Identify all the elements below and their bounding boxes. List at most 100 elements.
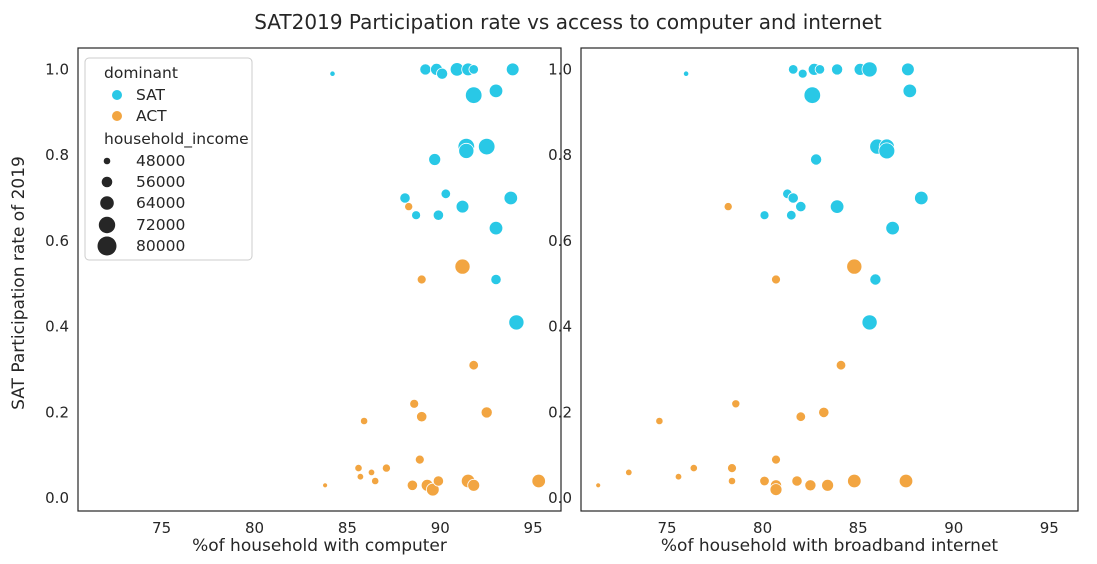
data-point-sat <box>411 210 422 221</box>
data-point-sat <box>787 192 799 204</box>
x-tick-label: 85 <box>338 519 357 537</box>
data-point-act <box>655 416 664 426</box>
x-tick-label: 75 <box>152 519 171 537</box>
data-point-act <box>847 473 862 489</box>
data-point-act <box>414 454 425 465</box>
data-point-sat <box>885 220 900 236</box>
y-tick-label: 0.0 <box>548 489 572 507</box>
x-axis-label: %of household with broadband internet <box>661 536 999 556</box>
y-tick-label: 0.0 <box>45 489 69 507</box>
x-tick-label: 85 <box>849 519 868 537</box>
data-point-sat <box>478 137 496 156</box>
data-point-sat <box>901 62 915 77</box>
data-point-sat <box>432 209 444 221</box>
data-point-sat <box>788 64 799 75</box>
data-point-act <box>354 463 363 473</box>
data-point-act <box>727 463 737 474</box>
y-tick-label: 0.8 <box>548 146 572 164</box>
x-tick-label: 75 <box>657 519 676 537</box>
left-scatter-panel: 75 80 85 90 95 0.0 0.2 0.4 0.6 0.8 1.0 %of househol… <box>45 47 562 556</box>
y-tick-label: 1.0 <box>45 60 69 78</box>
data-point-act <box>404 202 414 212</box>
legend-size-label-2: 56000 <box>136 173 185 191</box>
data-point-sat <box>795 201 807 213</box>
y-tick-label: 0.2 <box>548 403 572 421</box>
data-point-sat <box>861 61 878 78</box>
data-point-act <box>432 475 444 487</box>
x-tick-label: 90 <box>431 519 450 537</box>
legend-size-label-3: 64000 <box>136 194 185 212</box>
data-point-sat <box>508 314 525 331</box>
y-axis-label: SAT Participation rate of 2019 <box>9 156 29 410</box>
legend: dominant SAT ACT household_income 48000 … <box>84 57 253 261</box>
data-point-sat <box>490 273 502 286</box>
legend-sat-marker <box>112 90 122 100</box>
data-point-sat <box>797 68 808 79</box>
x-tick-label: 95 <box>524 519 543 537</box>
data-point-sat <box>488 83 504 99</box>
data-point-act <box>425 482 440 497</box>
data-point-act <box>367 468 376 477</box>
legend-act-label: ACT <box>136 107 167 125</box>
data-point-sat <box>428 153 442 166</box>
data-point-sat <box>810 153 823 166</box>
data-point-sat <box>440 188 452 200</box>
right-scatter-panel: 75 80 85 90 95 0.0 0.2 0.4 0.6 0.8 1.0 %of househol… <box>548 47 1079 556</box>
data-point-act <box>769 483 783 497</box>
x-tick-label: 80 <box>753 519 772 537</box>
data-point-act <box>416 274 427 285</box>
data-point-act <box>804 479 817 492</box>
data-point-act <box>689 463 698 473</box>
data-point-act <box>322 482 329 489</box>
data-point-act <box>771 454 781 465</box>
data-point-sat <box>505 62 520 77</box>
data-point-act <box>771 274 781 285</box>
data-point-act <box>406 479 418 491</box>
data-point-act <box>480 406 493 419</box>
data-point-act <box>795 411 807 422</box>
data-point-sat <box>419 63 432 76</box>
data-point-sat <box>902 83 918 99</box>
data-point-act <box>731 399 741 409</box>
data-point-sat <box>458 142 475 159</box>
data-point-act <box>846 258 863 275</box>
data-point-act <box>898 473 914 489</box>
data-point-act <box>835 360 847 371</box>
plot-frame <box>580 47 1079 512</box>
data-point-sat <box>861 314 878 331</box>
data-point-sat <box>682 70 690 77</box>
data-point-act <box>595 482 602 489</box>
y-tick-label: 0.2 <box>45 403 69 421</box>
data-point-sat <box>455 199 470 214</box>
figure-title: SAT2019 Participation rate vs access to … <box>254 10 882 34</box>
data-point-act <box>791 475 803 487</box>
data-point-sat <box>399 192 411 204</box>
points-group <box>322 62 546 497</box>
y-tick-label: 0.8 <box>45 146 69 164</box>
legend-size-label-5: 80000 <box>136 237 185 255</box>
x-tick-label: 80 <box>245 519 264 537</box>
data-point-sat <box>759 210 770 221</box>
points-group <box>595 61 929 497</box>
data-point-act <box>454 258 471 275</box>
data-point-act <box>531 473 546 489</box>
data-point-sat <box>488 220 504 236</box>
data-point-sat <box>468 64 479 75</box>
data-point-act <box>818 406 830 418</box>
data-point-act <box>381 463 391 473</box>
data-point-sat <box>803 86 822 104</box>
y-tick-label: 1.0 <box>548 60 572 78</box>
data-point-act <box>409 398 420 409</box>
plot-frame <box>77 47 562 512</box>
data-point-sat <box>436 67 449 80</box>
y-tick-label: 0.6 <box>45 232 69 250</box>
y-tick-label: 0.4 <box>548 318 572 336</box>
legend-size-label-4: 72000 <box>136 216 185 234</box>
data-point-sat <box>814 64 826 75</box>
legend-sat-label: SAT <box>136 86 166 104</box>
x-tick-label: 95 <box>1040 519 1059 537</box>
data-point-act <box>674 473 683 481</box>
data-point-sat <box>503 190 519 206</box>
data-point-sat <box>329 70 336 77</box>
